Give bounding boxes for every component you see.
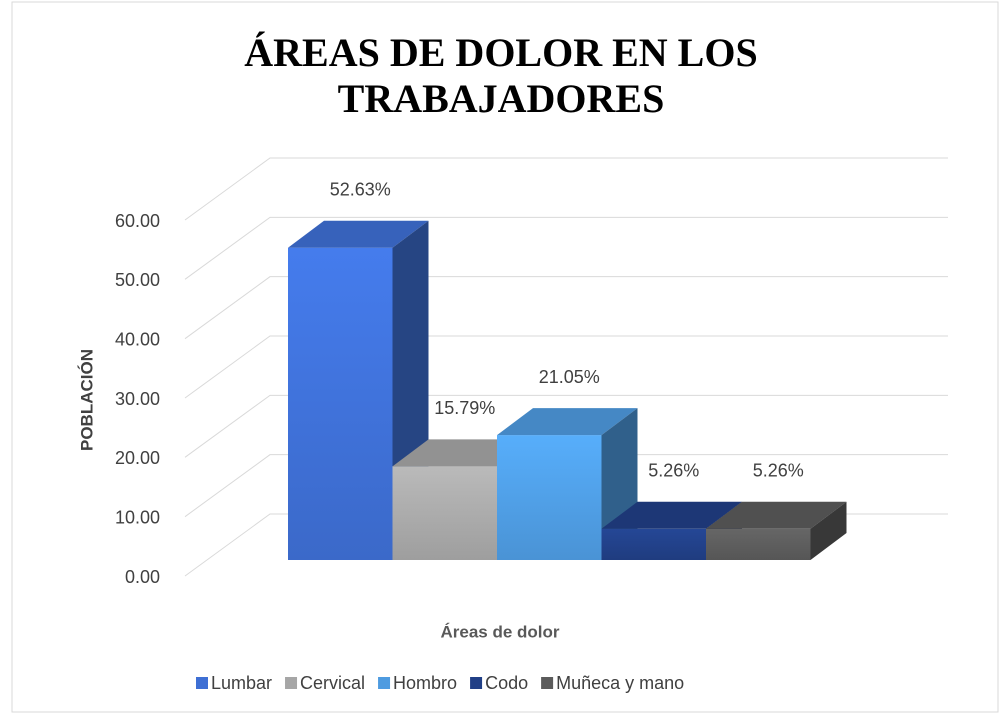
data-label: 5.26%	[648, 461, 699, 481]
legend-swatch	[285, 677, 298, 689]
chart-frame	[11, 1, 999, 713]
legend-swatch	[196, 677, 208, 689]
bar-front	[288, 247, 393, 560]
x-axis-title: Áreas de dolor	[440, 622, 559, 641]
y-tick-label: 0.00	[125, 567, 160, 587]
data-label: 52.63%	[330, 179, 391, 199]
y-tick-label: 40.00	[115, 329, 160, 349]
bar-front	[497, 435, 602, 560]
bar-front	[601, 528, 706, 560]
data-label: 15.79%	[434, 398, 495, 418]
legend-swatch	[470, 677, 483, 689]
bar-top	[706, 501, 847, 529]
bar-top	[288, 220, 429, 248]
legend-label: Muñeca y mano	[556, 673, 684, 693]
legend-swatch	[541, 677, 554, 689]
chart-title: ÁREAS DE DOLOR EN LOS TRABAJADORES	[244, 30, 758, 121]
bar-front	[392, 466, 497, 560]
legend-swatch	[378, 677, 391, 689]
data-label: 21.05%	[539, 367, 600, 387]
grid-line	[184, 157, 948, 221]
y-tick-label: 30.00	[115, 389, 160, 409]
bar-side	[810, 501, 847, 560]
legend-label: Lumbar	[211, 673, 272, 693]
legend-label: Cervical	[300, 673, 365, 693]
grid-line	[184, 335, 948, 399]
grid-line	[184, 394, 948, 458]
legend-label: Hombro	[393, 673, 457, 693]
y-tick-label: 20.00	[115, 448, 160, 468]
grid-line	[184, 216, 948, 280]
y-axis-title: POBLACIÓN	[77, 349, 96, 451]
bar-top	[601, 501, 742, 529]
bar-front	[706, 528, 811, 560]
bar-top	[497, 408, 638, 436]
y-tick-label: 10.00	[115, 507, 160, 527]
data-label: 5.26%	[753, 461, 804, 481]
grid-line	[184, 454, 948, 518]
legend-label: Codo	[485, 673, 528, 693]
y-tick-label: 50.00	[115, 270, 160, 290]
y-tick-label: 60.00	[115, 211, 160, 231]
grid-line	[184, 276, 948, 340]
